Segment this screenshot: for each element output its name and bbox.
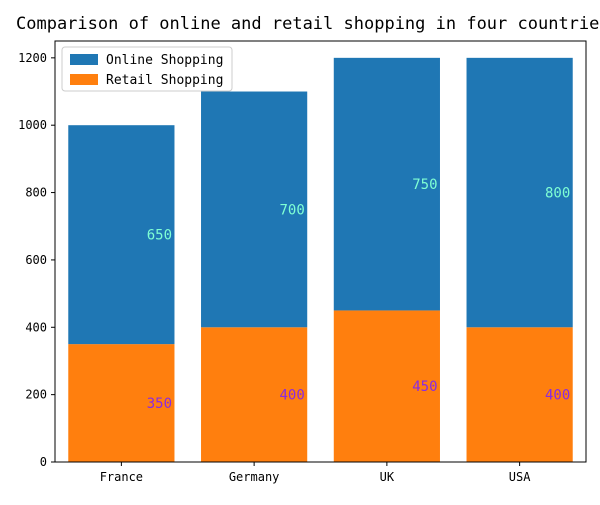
bar-online-shopping-france bbox=[68, 125, 175, 345]
bar-online-shopping-germany bbox=[201, 91, 308, 328]
bar-retail-shopping-france bbox=[68, 344, 175, 462]
bar-retail-shopping-usa bbox=[466, 327, 573, 462]
y-tick-label-1200: 1200 bbox=[18, 51, 47, 65]
y-tick-label-0: 0 bbox=[40, 455, 47, 469]
legend-swatch-retail-shopping bbox=[70, 74, 98, 85]
x-tick-label-germany: Germany bbox=[229, 470, 280, 484]
x-tick-label-france: France bbox=[100, 470, 143, 484]
bar-retail-shopping-uk bbox=[333, 310, 440, 462]
legend-label-online-shopping: Online Shopping bbox=[106, 53, 223, 68]
y-tick-label-1000: 1000 bbox=[18, 118, 47, 132]
legend-box bbox=[61, 46, 233, 92]
axes-frame bbox=[54, 40, 587, 463]
y-tick-label-800: 800 bbox=[25, 186, 47, 200]
bar-online-shopping-uk bbox=[333, 57, 440, 311]
chart-title: Comparison of online and retail shopping… bbox=[16, 14, 600, 34]
y-tick-label-400: 400 bbox=[25, 320, 47, 334]
legend-swatch-online-shopping bbox=[70, 54, 98, 65]
x-tick-label-uk: UK bbox=[380, 470, 395, 484]
x-tick-label-usa: USA bbox=[509, 470, 531, 484]
data-label-retail-shopping-germany: 400 bbox=[279, 388, 304, 404]
plot-area: 350 650 France 400 700 Germany 450 750 UK 400 800 U… bbox=[18, 40, 587, 484]
bar-online-shopping-usa bbox=[466, 57, 573, 328]
data-label-online-shopping-uk: 750 bbox=[412, 177, 437, 193]
data-label-online-shopping-france: 650 bbox=[147, 228, 172, 244]
data-label-online-shopping-germany: 700 bbox=[279, 202, 304, 218]
legend-label-retail-shopping: Retail Shopping bbox=[106, 73, 223, 88]
legend: Online Shopping Retail Shopping bbox=[61, 46, 233, 92]
data-label-retail-shopping-france: 350 bbox=[147, 396, 172, 412]
bar-retail-shopping-germany bbox=[201, 327, 308, 462]
y-tick-label-200: 200 bbox=[25, 388, 47, 402]
data-label-retail-shopping-uk: 450 bbox=[412, 379, 437, 395]
data-label-online-shopping-usa: 800 bbox=[545, 186, 570, 202]
y-tick-label-600: 600 bbox=[25, 253, 47, 267]
data-label-retail-shopping-usa: 400 bbox=[545, 388, 570, 404]
